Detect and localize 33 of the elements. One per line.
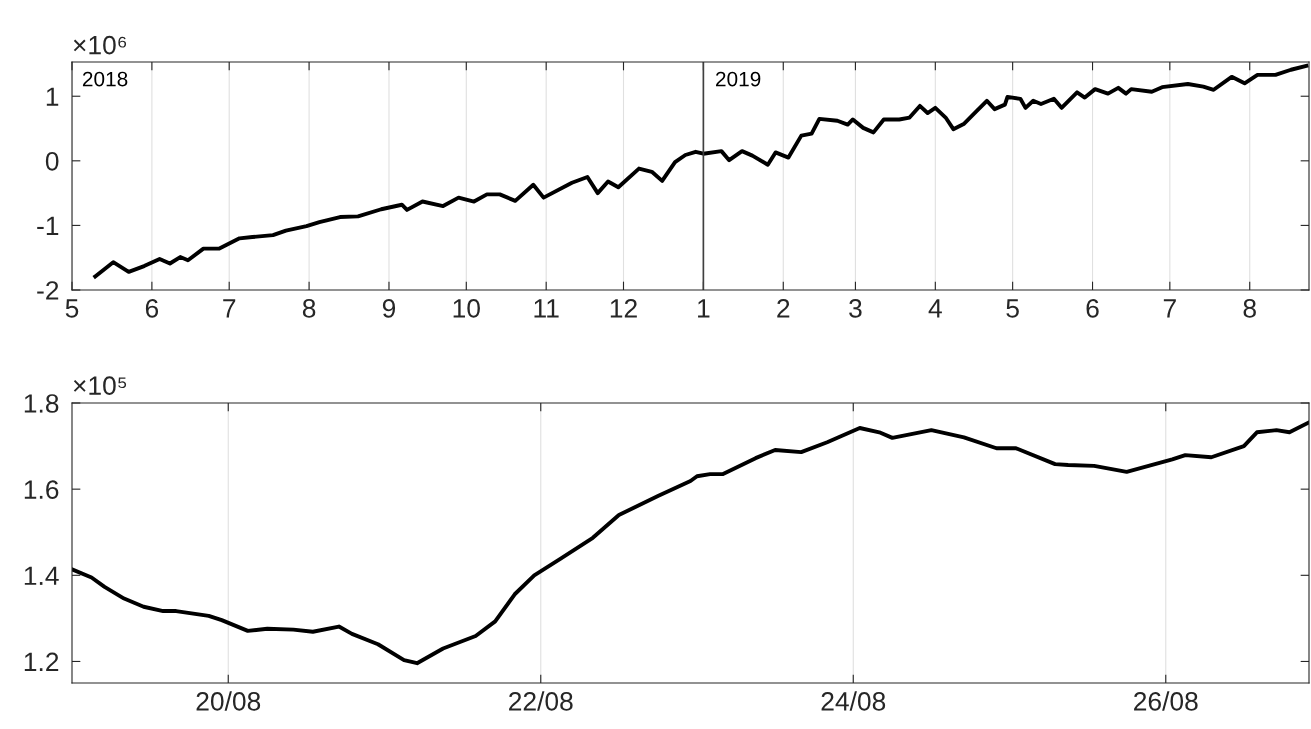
y-tick-label: 1.6 — [24, 480, 59, 499]
x-tick-label: 5 — [65, 299, 79, 318]
text: ×10⁶ — [73, 35, 127, 55]
x-tick-label: 6 — [145, 299, 159, 318]
x-tick-label: 2 — [777, 299, 790, 318]
x-tick-label: 20/08 — [196, 691, 261, 711]
x-tick-label: 8 — [302, 299, 316, 318]
x-tick-label: 4 — [928, 299, 942, 318]
y-tick-label: -1 — [37, 216, 59, 235]
y-tick-label: -2 — [37, 281, 59, 300]
y-tick-label: 1 — [46, 87, 59, 106]
annotation: 2018 — [82, 71, 128, 87]
x-tick-label: 10 — [453, 299, 480, 318]
y-tick-label: 1.2 — [24, 652, 59, 672]
x-tick-label: 22/08 — [509, 691, 573, 711]
text: ×10⁵ — [73, 376, 127, 395]
y-tick-label: 0 — [45, 151, 59, 171]
x-tick-label: 12 — [610, 299, 637, 318]
x-tick-label: 7 — [1163, 299, 1176, 318]
x-tick-label: 11 — [534, 299, 559, 318]
x-tick-label: 6 — [1086, 299, 1099, 318]
x-tick-label: 1 — [698, 299, 710, 318]
x-tick-label: 26/08 — [1134, 691, 1198, 711]
x-tick-label: 3 — [849, 299, 862, 318]
x-tick-label: 5 — [1006, 299, 1019, 318]
line-series — [72, 420, 1309, 666]
x-tick-label: 9 — [382, 299, 396, 318]
ref-line-label: 2019 — [716, 71, 761, 87]
x-tick-label: 24/08 — [821, 691, 886, 711]
x-tick-label: 8 — [1243, 299, 1256, 318]
y-tick-label: 1.4 — [24, 566, 59, 585]
x-tick-label: 7 — [223, 299, 236, 318]
y-tick-label: 1.8 — [24, 394, 59, 413]
